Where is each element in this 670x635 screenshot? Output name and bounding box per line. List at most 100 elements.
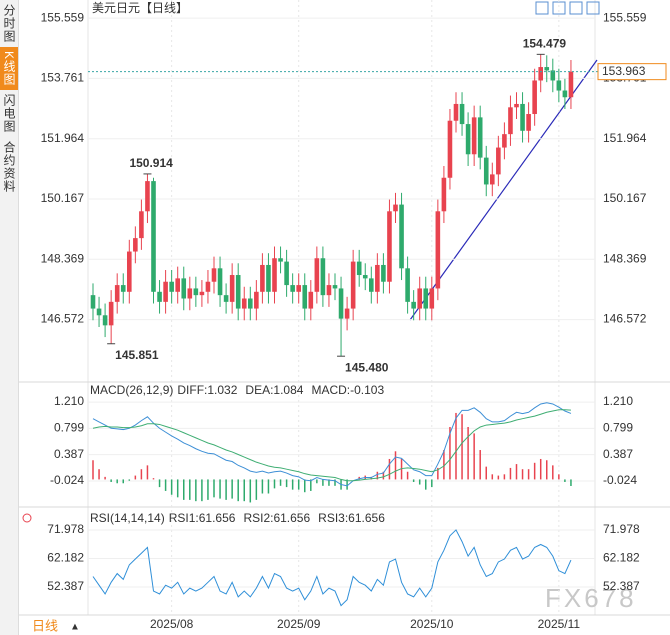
candle-body [350,261,356,309]
candle-body [496,147,501,175]
candle-body [193,288,199,296]
legend-entry: RSI1:61.656 [169,511,236,525]
candle-body [369,278,374,292]
candle-body [526,114,531,131]
y-tick-label: 1.210 [603,394,633,408]
candle-body [163,281,168,302]
candle-body [417,288,422,309]
candle-body [229,275,235,302]
candle-body [266,264,271,292]
candle-body [314,258,320,292]
candle-body [326,285,332,296]
candle-body [423,288,429,309]
tool-icon[interactable] [569,1,583,15]
candle-body [248,298,253,309]
candle-body [151,181,156,292]
sidebar-tab[interactable]: K线图 [0,47,18,91]
candle-body [387,211,392,282]
tool-icon[interactable] [586,1,600,15]
y-tick-label: -0.024 [603,473,637,487]
candle-body [102,315,108,326]
tool-icon[interactable] [535,1,549,15]
candle-body [175,278,180,292]
y-tick-label: 62.182 [603,551,640,565]
extreme-label: 145.480 [345,360,389,374]
candle-body [453,103,459,121]
candle-body [435,211,441,289]
candle-body [508,107,513,135]
sidebar-tab[interactable]: 闪电图 [2,94,16,134]
sidebar-tab[interactable]: 分时图 [2,4,16,43]
candle-body [120,285,126,292]
last-price-label: 153.963 [602,64,646,78]
candle-body [217,268,223,296]
last-price-box [597,63,667,81]
candle-body [127,251,132,292]
candle-body [520,103,525,131]
candle-body [241,298,247,309]
candle-body [393,204,398,212]
candle-body [502,134,507,148]
candle-body [308,291,314,309]
candle-body [181,278,187,299]
y-tick-label: 0.799 [54,421,84,435]
candle-body [90,295,96,309]
y-tick-label: 148.369 [41,251,85,265]
y-tick-label: 71.978 [603,522,640,536]
period-label[interactable]: 日线 [32,618,58,633]
candle-body [556,80,562,91]
candle-body [568,71,574,98]
candle-body [490,174,495,185]
y-tick-label: 0.387 [603,447,633,461]
candle-body [272,258,277,292]
candle-body [284,261,289,286]
extreme-label: 145.851 [115,348,159,362]
sidebar: 分时图 K线图闪电图合约资料 [0,0,19,635]
candle-body [139,211,144,239]
y-tick-label: 150.167 [603,191,647,205]
candle-body [514,103,519,108]
y-tick-label: 151.964 [603,131,647,145]
sidebar-tab[interactable]: 合约资料 [2,141,16,194]
candle-body [133,238,138,252]
candle-body [199,291,205,296]
candle-body [381,264,386,282]
candle-body [544,67,550,71]
y-tick-label: 71.978 [47,522,84,536]
candle-body [320,258,326,296]
chart-title: 美元日元 [92,1,140,15]
candle-body [344,308,350,319]
candle-body [459,103,465,125]
tool-icon[interactable] [552,1,566,15]
period-arrow[interactable]: ▲ [70,622,80,633]
legend-entry: DIFF:1.032 [177,383,237,397]
candle-body [483,157,489,185]
candle-body [108,301,114,326]
candle-body [205,281,211,292]
candle-body [375,264,380,292]
y-tick-label: 0.799 [603,421,633,435]
y-tick-label: 1.210 [54,394,84,408]
x-tick-label: 2025/09 [277,617,321,631]
panel-title: RSI(14,14,14) [90,511,165,525]
candle-body [411,301,416,309]
candle-body [211,268,217,282]
candle-body [405,268,410,302]
candle-body [465,124,471,155]
candle-body [356,261,362,276]
panel-title: MACD(26,12,9) [90,383,173,397]
candle-body [538,67,543,81]
settings-icon[interactable] [22,513,32,523]
candle-body [96,308,102,316]
legend-entry: RSI3:61.656 [318,511,385,525]
chart-subtitle: 【日线】 [140,1,188,15]
candle-body [187,288,193,299]
y-tick-label: 155.559 [603,10,647,24]
candle-body [169,281,174,292]
candle-body [296,285,301,292]
candle-body [145,181,150,212]
y-tick-label: 62.182 [47,551,84,565]
y-tick-label: 155.559 [41,10,85,24]
candle-body [562,90,568,98]
